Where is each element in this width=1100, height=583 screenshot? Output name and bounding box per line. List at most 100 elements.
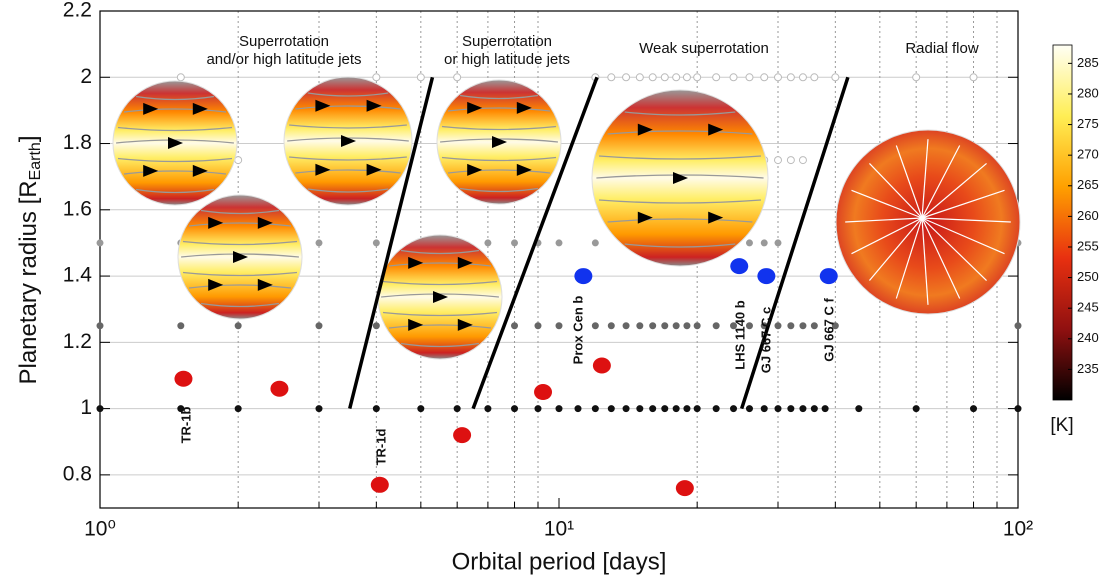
simulation-point <box>729 73 738 82</box>
colorbar-tick-label: 240 <box>1077 330 1099 345</box>
simulation-point <box>315 239 323 247</box>
simulation-point <box>661 322 669 330</box>
simulation-point <box>712 322 720 330</box>
planet-marker <box>675 480 694 497</box>
simulation-point <box>912 405 920 413</box>
simulation-point <box>607 322 615 330</box>
y-axis-label: Planetary radius [REarth] <box>15 135 44 384</box>
simulation-point <box>622 322 630 330</box>
planet-marker <box>370 476 389 493</box>
simulation-point <box>730 322 738 330</box>
simulation-point <box>417 405 425 413</box>
flow-arrow <box>408 256 424 269</box>
region-label: or high latitude jets <box>444 51 570 68</box>
simulation-point <box>745 405 753 413</box>
flow-map <box>177 194 303 320</box>
simulation-point <box>177 322 185 330</box>
flow-arrow <box>433 291 448 303</box>
y-tick-label: 1.4 <box>63 264 93 287</box>
simulation-point <box>799 405 807 413</box>
flow-arrow <box>708 211 724 224</box>
streamline <box>459 94 539 100</box>
flow-arrow <box>637 123 653 136</box>
simulation-point <box>760 239 768 247</box>
colorbar-tick-label: 235 <box>1077 361 1099 376</box>
streamline <box>188 284 292 289</box>
x-tick-label: 10² <box>1003 518 1033 541</box>
colorbar-tick-label: 245 <box>1077 300 1099 315</box>
flow-arrow <box>143 164 159 177</box>
simulation-point <box>745 239 753 247</box>
streamline <box>188 222 292 227</box>
streamline <box>117 157 233 163</box>
flow-arrow <box>673 172 688 184</box>
simulation-point <box>969 73 978 82</box>
simulation-point <box>660 73 669 82</box>
planet-marker <box>174 370 193 387</box>
simulation-point <box>96 239 104 247</box>
simulation-point <box>1014 322 1022 330</box>
regime-boundary <box>348 76 435 410</box>
streamline <box>921 139 929 219</box>
flow-arrow <box>492 136 507 148</box>
planet-label: Prox Cen b <box>570 296 585 365</box>
simulation-point <box>372 73 381 82</box>
simulation-point <box>787 322 795 330</box>
simulation-point <box>730 405 738 413</box>
y-tick-label: 2 <box>80 65 92 88</box>
streamline <box>200 302 280 308</box>
streamline <box>388 324 492 329</box>
simulation-point <box>712 73 721 82</box>
flow-arrow <box>143 102 159 115</box>
x-axis-label: Orbital period [days] <box>452 548 667 575</box>
streamline <box>382 311 498 317</box>
planet-marker <box>730 258 749 275</box>
flow-map <box>835 129 1021 315</box>
flow-arrow <box>366 163 382 176</box>
flow-arrow <box>457 318 473 331</box>
simulation-point <box>683 405 691 413</box>
flow-map <box>283 76 413 206</box>
simulation-point <box>821 405 829 413</box>
simulation-point <box>176 73 185 82</box>
simulation-point <box>622 405 630 413</box>
streamline <box>388 262 492 267</box>
colorbar-tick-label: 275 <box>1077 116 1099 131</box>
streamline <box>289 124 407 129</box>
flow-map <box>436 79 562 205</box>
region-label: Radial flow <box>905 40 979 57</box>
simulation-point <box>555 322 563 330</box>
simulation-point <box>96 322 104 330</box>
colorbar-tick-label: 285 <box>1077 55 1099 70</box>
streamline <box>117 126 233 132</box>
simulation-point <box>672 73 681 82</box>
flow-arrow <box>708 123 724 136</box>
flow-arrow <box>233 251 248 263</box>
simulation-point <box>745 322 753 330</box>
streamline <box>921 162 987 219</box>
planet-marker <box>534 384 553 401</box>
streamline <box>851 189 923 219</box>
simulation-point <box>511 405 519 413</box>
region-label: and/or high latitude jets <box>206 51 361 68</box>
planet-marker <box>453 427 472 444</box>
streamline <box>459 187 539 193</box>
flow-arrow <box>366 99 382 112</box>
simulation-point <box>649 322 657 330</box>
streamline <box>447 107 551 112</box>
flow-arrow <box>257 278 273 291</box>
simulation-point <box>234 405 242 413</box>
streamline <box>307 188 389 193</box>
colorbar-tick-label: 280 <box>1077 85 1099 100</box>
flow-arrow <box>467 163 483 176</box>
streamline <box>295 169 401 174</box>
simulation-point <box>591 322 599 330</box>
simulation-point <box>786 73 795 82</box>
streamline <box>135 188 215 194</box>
colorbar <box>1052 44 1073 401</box>
streamline <box>182 271 298 277</box>
streamline <box>123 108 227 113</box>
colorbar-tick-label: 255 <box>1077 238 1099 253</box>
y-tick-label: 1 <box>80 396 92 419</box>
simulation-point <box>372 239 380 247</box>
